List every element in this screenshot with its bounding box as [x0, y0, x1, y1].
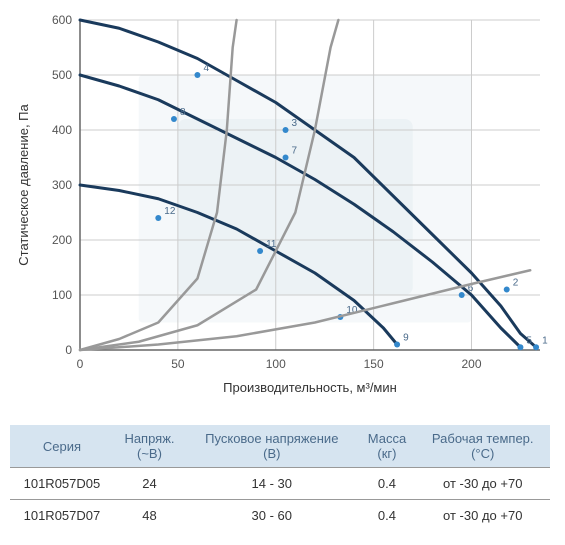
svg-text:0: 0: [65, 343, 72, 357]
svg-text:7: 7: [292, 146, 298, 157]
table-header-cell: Напряж.(~В): [114, 425, 185, 468]
table-cell: 101R057D07: [10, 500, 114, 532]
svg-text:3: 3: [292, 118, 298, 129]
table-row: 101R057D052414 - 300.4от -30 до +70: [10, 468, 550, 500]
svg-text:9: 9: [403, 333, 409, 344]
svg-text:5: 5: [526, 335, 532, 346]
svg-text:11: 11: [266, 239, 277, 250]
specs-table: СерияНапряж.(~В)Пусковое напряжение(В)Ма…: [10, 425, 550, 531]
table-cell: 14 - 30: [185, 468, 358, 500]
svg-text:12: 12: [164, 206, 176, 217]
svg-text:100: 100: [266, 357, 286, 371]
table-cell: от -30 до +70: [415, 500, 550, 532]
svg-text:200: 200: [461, 357, 481, 371]
table-cell: 0.4: [358, 500, 415, 532]
specs-table-container: СерияНапряж.(~В)Пусковое напряжение(В)Ма…: [10, 425, 550, 531]
svg-text:1: 1: [542, 335, 548, 346]
table-header-cell: Пусковое напряжение(В): [185, 425, 358, 468]
svg-text:500: 500: [52, 68, 72, 82]
svg-text:Статическое давление, Па: Статическое давление, Па: [16, 104, 31, 266]
svg-text:0: 0: [77, 357, 84, 371]
chart-svg: 0 50 100 150 200 0 100 200 300 400 500 600 Производи…: [10, 10, 550, 410]
table-cell: 24: [114, 468, 185, 500]
table-cell: 101R057D05: [10, 468, 114, 500]
svg-text:50: 50: [171, 357, 185, 371]
svg-text:400: 400: [52, 123, 72, 137]
svg-text:8: 8: [180, 107, 186, 118]
svg-text:200: 200: [52, 233, 72, 247]
svg-text:300: 300: [52, 178, 72, 192]
table-row: 101R057D074830 - 600.4от -30 до +70: [10, 500, 550, 532]
table-header-cell: Серия: [10, 425, 114, 468]
table-cell: 0.4: [358, 468, 415, 500]
table-header-cell: Рабочая темпер.(°C): [415, 425, 550, 468]
svg-text:4: 4: [203, 63, 209, 74]
table-header-row: СерияНапряж.(~В)Пусковое напряжение(В)Ма…: [10, 425, 550, 468]
table-cell: 30 - 60: [185, 500, 358, 532]
pressure-flow-chart: 0 50 100 150 200 0 100 200 300 400 500 600 Производи…: [10, 10, 550, 410]
table-cell: 48: [114, 500, 185, 532]
svg-text:600: 600: [52, 13, 72, 27]
svg-text:2: 2: [513, 278, 519, 289]
table-cell: от -30 до +70: [415, 468, 550, 500]
table-body: 101R057D052414 - 300.4от -30 до +70101R0…: [10, 468, 550, 532]
svg-text:100: 100: [52, 288, 72, 302]
svg-text:Производительность, м³/мин: Производительность, м³/мин: [223, 380, 397, 395]
svg-text:150: 150: [364, 357, 384, 371]
table-header-cell: Масса(кг): [358, 425, 415, 468]
